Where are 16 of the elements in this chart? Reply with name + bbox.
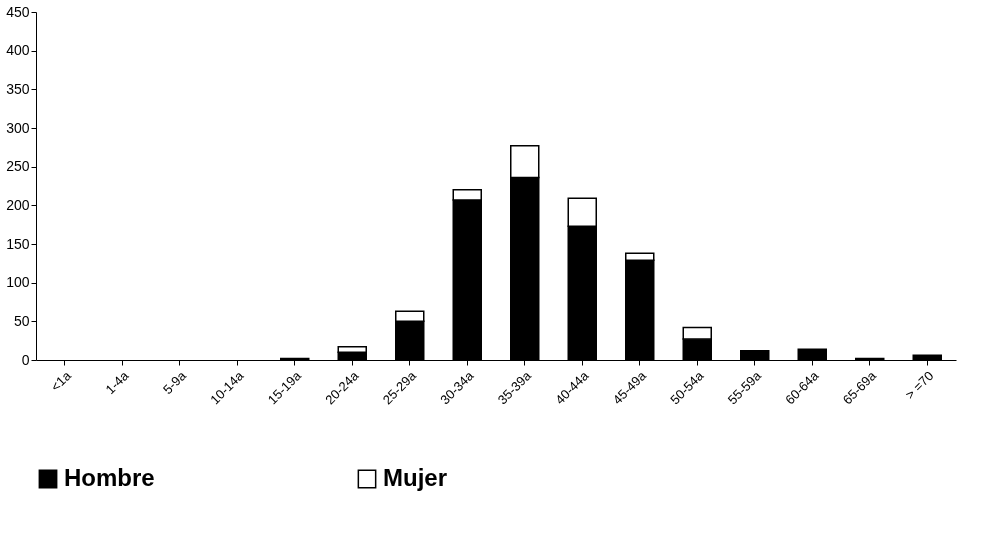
- x-tick-label: <1a: [47, 367, 75, 395]
- y-tick-label: 300: [6, 119, 30, 136]
- y-tick-label: 100: [6, 274, 30, 291]
- y-tick-label: 250: [6, 158, 30, 175]
- y-tick-label: 200: [6, 196, 30, 213]
- y-tick-label: 0: [21, 351, 30, 368]
- y-tick-label: 400: [6, 42, 30, 59]
- x-tick-label: 1-4a: [102, 367, 132, 398]
- legend-label: Hombre: [64, 464, 155, 491]
- y-tick-label: 450: [6, 3, 30, 20]
- legend-label: Mujer: [383, 464, 448, 491]
- y-tick-label: 350: [6, 80, 30, 97]
- y-tick-label: 150: [6, 235, 30, 252]
- x-tick-label: > =70: [902, 368, 937, 403]
- y-tick-label: 50: [13, 312, 30, 329]
- x-tick-label: 5-9a: [159, 367, 190, 398]
